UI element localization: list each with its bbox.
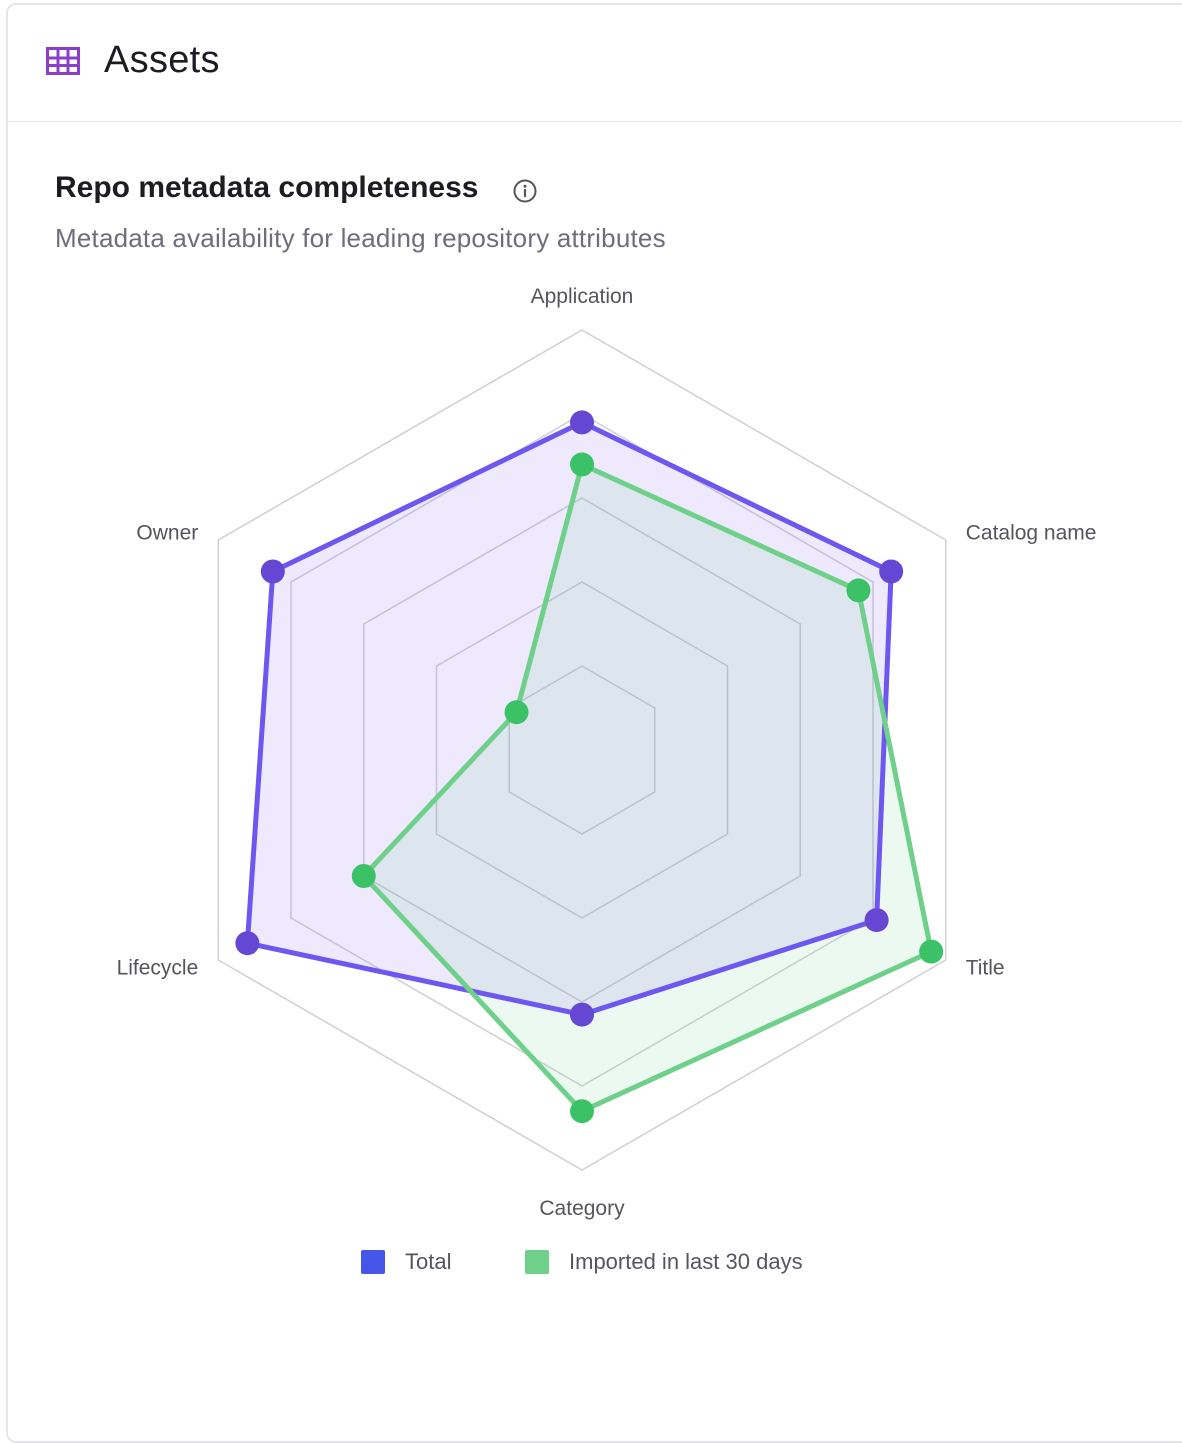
header-title: Assets — [104, 39, 220, 81]
radar-grid-ring — [217, 329, 947, 1171]
series-point-total — [570, 410, 594, 435]
axis-label-lifecycle: Lifecycle — [117, 957, 199, 980]
series-point-imported — [846, 578, 871, 603]
radar-grid-ring — [435, 581, 729, 919]
series-point-imported — [570, 452, 594, 477]
legend-swatch-total — [361, 1250, 385, 1274]
card-header: Assets — [8, 5, 1182, 122]
series-point-imported — [351, 864, 376, 888]
legend-label-total: Total — [405, 1249, 452, 1274]
legend-label-imported: Imported in last 30 days — [569, 1249, 803, 1274]
grid-table-icon — [46, 47, 80, 75]
chart-subtitle: Metadata availability for leading reposi… — [55, 223, 666, 253]
legend-item-total[interactable]: Total — [361, 1248, 451, 1276]
series-point-imported — [570, 1099, 594, 1124]
legend-swatch-imported — [525, 1250, 549, 1274]
legend-item-imported[interactable]: Imported in last 30 days — [525, 1248, 803, 1276]
series-point-imported — [919, 939, 944, 964]
info-icon[interactable] — [512, 178, 538, 204]
radar-grid-ring — [290, 413, 874, 1087]
series-point-total — [879, 559, 904, 584]
axis-label-title: Title — [966, 957, 1005, 980]
axis-label-owner: Owner — [136, 522, 198, 545]
axis-label-category: Category — [539, 1197, 625, 1220]
axis-label-catalog-name: Catalog name — [966, 522, 1097, 545]
assets-card: Assets Repo metadata completeness Metada… — [6, 3, 1182, 1443]
series-point-total — [235, 931, 260, 956]
axis-label-application: Application — [531, 285, 634, 308]
series-point-imported — [504, 700, 529, 725]
chart-title: Repo metadata completeness — [55, 171, 479, 204]
radar-grid-ring — [363, 497, 801, 1003]
series-area-total — [247, 422, 892, 1015]
series-point-total — [260, 559, 285, 584]
series-point-total — [864, 908, 889, 933]
series-point-total — [570, 1002, 594, 1027]
